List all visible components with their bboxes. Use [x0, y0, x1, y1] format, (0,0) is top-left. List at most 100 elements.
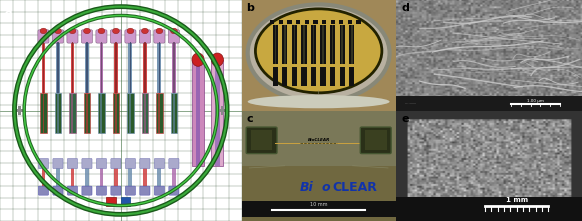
- Bar: [282, 67, 288, 86]
- Bar: [294, 25, 295, 64]
- Bar: [130, 42, 131, 93]
- Bar: [127, 93, 134, 133]
- Text: i: i: [318, 90, 320, 95]
- Bar: [55, 93, 61, 133]
- Bar: [196, 60, 200, 166]
- Bar: [301, 67, 307, 86]
- Bar: [115, 42, 116, 93]
- Bar: [330, 67, 335, 86]
- Bar: [396, 96, 582, 110]
- Bar: [114, 42, 118, 93]
- Ellipse shape: [69, 28, 76, 34]
- Bar: [270, 20, 274, 24]
- Bar: [221, 106, 223, 115]
- FancyBboxPatch shape: [68, 158, 77, 169]
- Bar: [211, 60, 223, 166]
- Bar: [69, 93, 76, 133]
- Bar: [70, 42, 74, 93]
- FancyBboxPatch shape: [38, 30, 49, 43]
- FancyBboxPatch shape: [154, 30, 165, 43]
- Ellipse shape: [211, 53, 223, 66]
- Bar: [100, 166, 104, 188]
- Bar: [339, 20, 343, 24]
- Bar: [322, 25, 324, 64]
- FancyBboxPatch shape: [140, 158, 150, 169]
- Bar: [42, 42, 44, 93]
- Bar: [141, 93, 148, 133]
- Ellipse shape: [141, 28, 148, 34]
- Bar: [86, 93, 88, 133]
- Bar: [251, 130, 272, 150]
- Ellipse shape: [112, 28, 119, 34]
- Bar: [331, 20, 335, 24]
- Bar: [86, 42, 88, 93]
- FancyBboxPatch shape: [111, 186, 121, 195]
- Bar: [242, 166, 396, 221]
- Bar: [144, 42, 146, 93]
- Ellipse shape: [248, 4, 389, 102]
- Bar: [356, 20, 361, 24]
- Bar: [340, 25, 345, 64]
- Bar: [173, 42, 175, 93]
- Bar: [304, 20, 309, 24]
- Text: ...........: ...........: [404, 101, 417, 105]
- Text: Bi: Bi: [300, 181, 314, 194]
- Bar: [158, 42, 161, 93]
- FancyBboxPatch shape: [96, 30, 107, 43]
- FancyBboxPatch shape: [139, 30, 151, 43]
- Bar: [311, 25, 316, 64]
- Text: 10 mm: 10 mm: [310, 202, 328, 207]
- Bar: [275, 143, 362, 144]
- Bar: [215, 60, 220, 166]
- Text: o: o: [322, 181, 331, 194]
- Bar: [284, 25, 286, 64]
- Bar: [218, 109, 227, 112]
- Bar: [98, 93, 105, 133]
- FancyBboxPatch shape: [125, 186, 136, 195]
- Bar: [321, 25, 326, 64]
- Text: 1.00 μm: 1.00 μm: [527, 99, 544, 103]
- Bar: [143, 166, 147, 188]
- FancyBboxPatch shape: [125, 158, 136, 169]
- Bar: [340, 67, 345, 86]
- FancyBboxPatch shape: [169, 158, 179, 169]
- Bar: [292, 25, 297, 64]
- Text: 1 mm: 1 mm: [506, 197, 528, 203]
- Bar: [313, 25, 314, 64]
- Bar: [85, 166, 89, 188]
- Bar: [288, 20, 292, 24]
- Bar: [349, 67, 354, 86]
- Bar: [311, 67, 316, 86]
- FancyBboxPatch shape: [68, 186, 77, 195]
- FancyBboxPatch shape: [169, 186, 179, 195]
- Bar: [172, 42, 176, 93]
- Bar: [173, 93, 175, 133]
- Bar: [41, 42, 45, 93]
- Bar: [129, 93, 132, 133]
- FancyBboxPatch shape: [140, 186, 150, 195]
- Text: e: e: [402, 114, 409, 124]
- Bar: [396, 197, 582, 221]
- Bar: [351, 25, 353, 64]
- Ellipse shape: [192, 53, 204, 66]
- Bar: [112, 93, 119, 133]
- FancyBboxPatch shape: [246, 127, 277, 154]
- Bar: [18, 106, 20, 115]
- Ellipse shape: [98, 28, 105, 34]
- Bar: [57, 42, 59, 93]
- Bar: [144, 93, 146, 133]
- Bar: [332, 25, 333, 64]
- Bar: [107, 197, 116, 206]
- Bar: [72, 93, 73, 133]
- Text: d: d: [402, 3, 409, 13]
- Text: CLEAR: CLEAR: [332, 181, 377, 194]
- FancyBboxPatch shape: [53, 158, 63, 169]
- Bar: [292, 67, 297, 86]
- Bar: [282, 25, 288, 64]
- Bar: [100, 42, 104, 93]
- Bar: [158, 93, 161, 133]
- Bar: [330, 25, 335, 64]
- Bar: [303, 25, 305, 64]
- Bar: [40, 93, 47, 133]
- FancyBboxPatch shape: [111, 158, 121, 169]
